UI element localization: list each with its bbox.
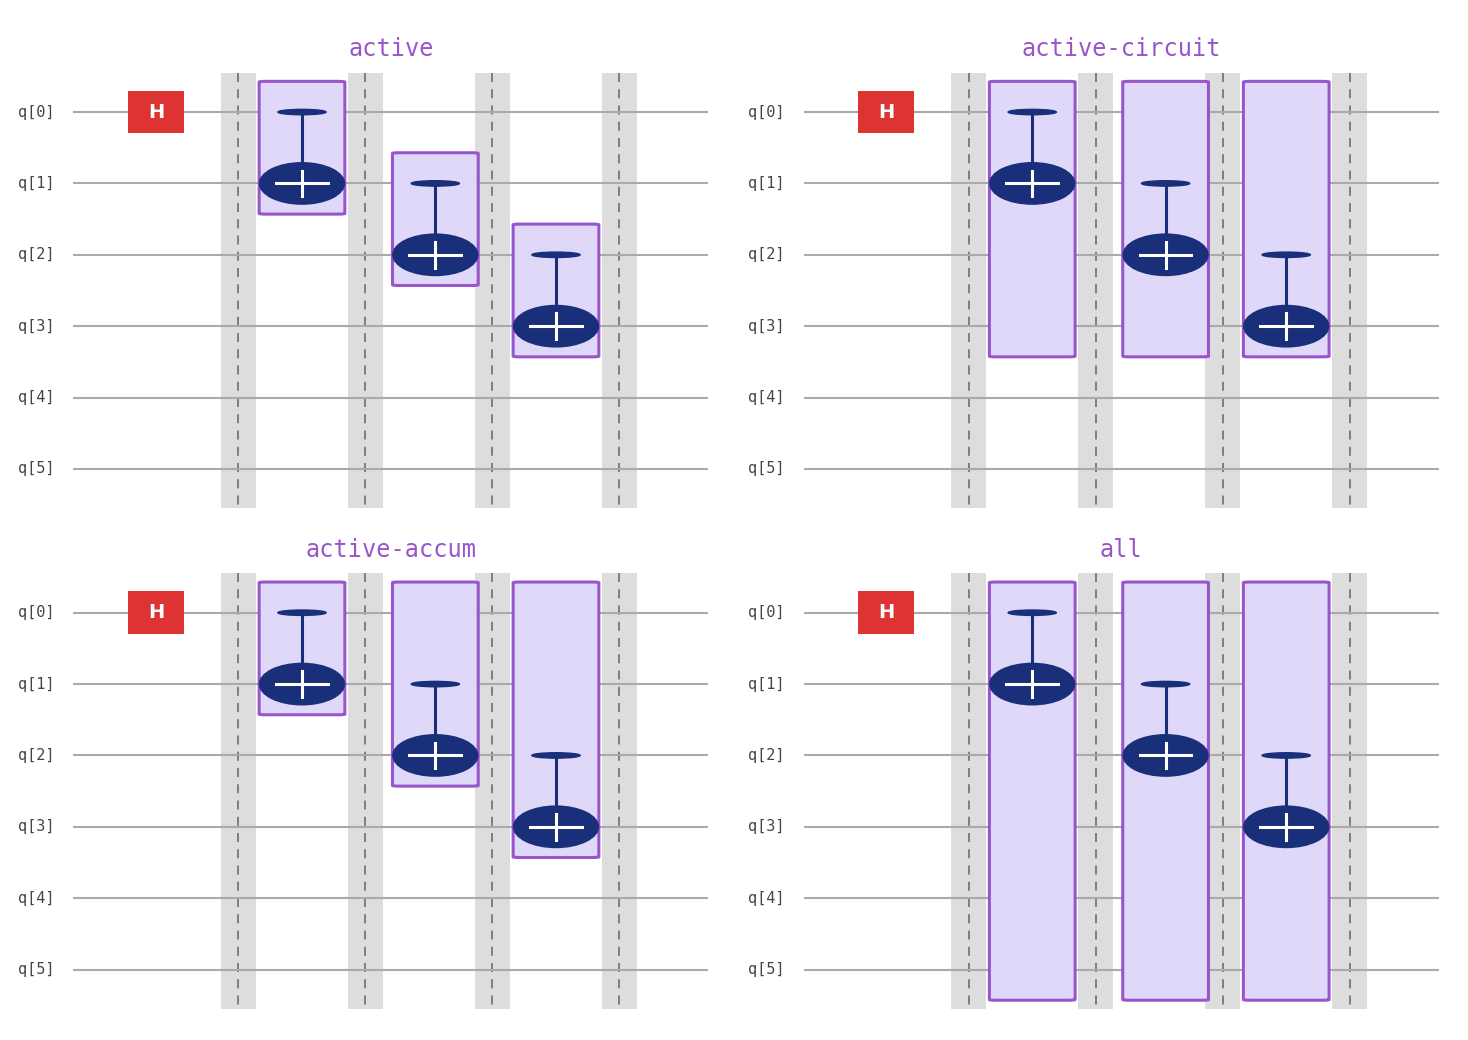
Text: q[1]: q[1] [18,176,54,191]
FancyBboxPatch shape [260,81,345,214]
Bar [348,73,383,509]
Bar [1079,73,1113,509]
Bar [602,573,637,1009]
Circle shape [1142,181,1189,186]
Circle shape [1142,681,1189,686]
Text: H: H [878,603,894,622]
Text: q[2]: q[2] [749,748,784,763]
Bar [1333,573,1367,1009]
Circle shape [1009,610,1057,616]
Text: q[3]: q[3] [749,318,784,334]
FancyBboxPatch shape [1123,81,1208,357]
Ellipse shape [1123,233,1208,277]
Ellipse shape [512,305,599,347]
Bar [859,592,915,634]
Circle shape [1262,252,1311,258]
FancyBboxPatch shape [260,582,345,714]
Bar [222,73,255,509]
Ellipse shape [258,162,345,205]
Text: q[2]: q[2] [18,248,54,262]
Text: q[1]: q[1] [749,677,784,692]
Bar [128,90,184,133]
Circle shape [411,681,459,686]
Text: q[0]: q[0] [749,605,784,620]
Text: H: H [878,103,894,122]
Text: H: H [148,103,164,122]
Text: q[3]: q[3] [18,318,54,334]
Bar [951,73,986,509]
FancyBboxPatch shape [514,582,599,858]
Circle shape [277,109,326,114]
Title: active: active [348,37,433,61]
Text: q[1]: q[1] [18,677,54,692]
Bar [128,592,184,634]
Text: q[2]: q[2] [749,248,784,262]
Ellipse shape [989,662,1076,705]
Bar [1205,573,1240,1009]
Bar [348,573,383,1009]
Text: H: H [148,603,164,622]
Ellipse shape [258,662,345,705]
Ellipse shape [392,734,479,777]
Text: q[4]: q[4] [18,390,54,405]
FancyBboxPatch shape [989,81,1075,357]
Text: q[0]: q[0] [18,105,54,120]
Text: q[5]: q[5] [749,462,784,476]
Text: q[4]: q[4] [749,390,784,405]
FancyBboxPatch shape [514,224,599,357]
Ellipse shape [989,162,1076,205]
Text: q[3]: q[3] [749,820,784,834]
Text: q[5]: q[5] [18,462,54,476]
Text: q[0]: q[0] [749,105,784,120]
FancyBboxPatch shape [1243,582,1329,1000]
Text: q[5]: q[5] [18,962,54,977]
Text: q[5]: q[5] [749,962,784,977]
Text: q[4]: q[4] [18,890,54,906]
Ellipse shape [392,233,479,277]
Bar [1079,573,1113,1009]
Circle shape [411,181,459,186]
Text: q[2]: q[2] [18,748,54,763]
Text: q[3]: q[3] [18,820,54,834]
FancyBboxPatch shape [392,582,479,786]
Ellipse shape [1243,305,1330,347]
FancyBboxPatch shape [1243,81,1329,357]
Circle shape [277,610,326,616]
Circle shape [1009,109,1057,114]
Bar [859,90,915,133]
Text: q[4]: q[4] [749,890,784,906]
Text: q[0]: q[0] [18,605,54,620]
Title: active-circuit: active-circuit [1022,37,1221,61]
Circle shape [531,252,580,258]
Text: q[1]: q[1] [749,176,784,191]
Bar [1205,73,1240,509]
Title: all: all [1100,538,1142,562]
Bar [476,73,509,509]
Bar [602,73,637,509]
Ellipse shape [1243,805,1330,849]
Circle shape [1262,753,1311,758]
Bar [476,573,509,1009]
FancyBboxPatch shape [392,153,479,285]
Circle shape [531,753,580,758]
FancyBboxPatch shape [989,582,1075,1000]
Title: active-accum: active-accum [305,538,477,562]
Bar [951,573,986,1009]
Bar [222,573,255,1009]
FancyBboxPatch shape [1123,582,1208,1000]
Ellipse shape [1123,734,1208,777]
Bar [1333,73,1367,509]
Ellipse shape [512,805,599,849]
